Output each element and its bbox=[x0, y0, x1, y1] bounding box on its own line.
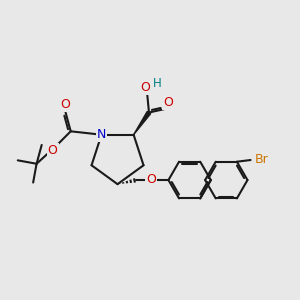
Text: O: O bbox=[61, 98, 70, 112]
Polygon shape bbox=[134, 111, 151, 135]
Text: O: O bbox=[163, 96, 173, 109]
Text: N: N bbox=[97, 128, 106, 141]
Text: O: O bbox=[146, 173, 156, 186]
Text: H: H bbox=[152, 77, 161, 90]
Text: O: O bbox=[141, 81, 151, 94]
Text: O: O bbox=[48, 144, 58, 157]
Text: Br: Br bbox=[255, 153, 268, 166]
